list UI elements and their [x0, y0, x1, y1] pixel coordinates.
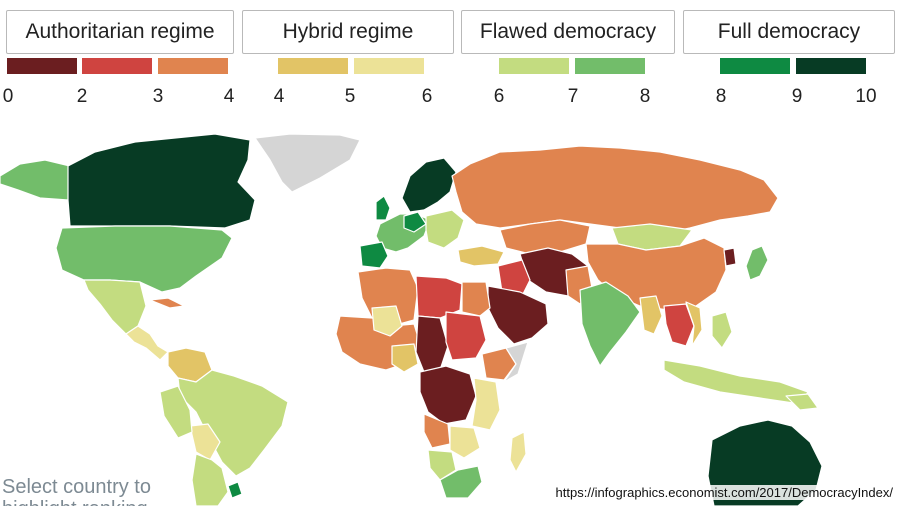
swatch-5-6 — [354, 58, 424, 74]
country-angola[interactable] — [423, 413, 451, 449]
tick-label: 3 — [152, 86, 164, 107]
country-brazil[interactable] — [177, 369, 289, 477]
country-north-korea[interactable] — [723, 247, 737, 267]
country-central-africa[interactable] — [419, 365, 477, 425]
flawed-democracy-button[interactable]: Flawed democracy — [461, 10, 675, 54]
map-hint-line-2: highlight ranking — [2, 498, 151, 506]
swatch-6-7 — [499, 58, 569, 74]
country-myanmar[interactable] — [639, 295, 663, 335]
tick-label: 8 — [715, 86, 727, 107]
country-mali[interactable] — [371, 305, 403, 337]
country-japan[interactable] — [745, 245, 769, 281]
tick-label: 0 — [2, 86, 14, 107]
hybrid-regime-button[interactable]: Hybrid regime — [242, 10, 454, 54]
country-libya[interactable] — [415, 275, 463, 319]
country-saudi-arabia[interactable] — [487, 285, 549, 345]
country-spain[interactable] — [359, 241, 389, 269]
country-chad[interactable] — [415, 315, 449, 373]
country-usa[interactable] — [55, 225, 233, 293]
country-png[interactable] — [785, 393, 819, 411]
country-egypt[interactable] — [461, 281, 491, 317]
country-somalia[interactable] — [503, 341, 529, 383]
country-peru[interactable] — [159, 385, 193, 439]
swatch-0-2 — [7, 58, 77, 74]
tick-label: 2 — [76, 86, 88, 107]
country-bolivia[interactable] — [189, 423, 221, 461]
swatch-2-3 — [82, 58, 152, 74]
country-indonesia[interactable] — [663, 359, 809, 405]
tick-label: 4 — [223, 86, 235, 107]
country-scandinavia[interactable] — [401, 157, 457, 213]
country-south-africa[interactable] — [439, 465, 483, 499]
country-india[interactable] — [579, 281, 641, 367]
swatch-8-9 — [720, 58, 790, 74]
source-url: https://infographics.economist.com/2017/… — [553, 485, 895, 500]
country-east-africa[interactable] — [471, 377, 501, 431]
swatch-7-8 — [575, 58, 645, 74]
tick-label: 10 — [855, 86, 877, 107]
swatch-9-10 — [796, 58, 866, 74]
tick-label: 6 — [421, 86, 433, 107]
country-sudan[interactable] — [445, 311, 487, 361]
tick-label: 7 — [567, 86, 579, 107]
swatch-3-4 — [158, 58, 228, 74]
country-central-america[interactable] — [125, 325, 169, 361]
country-philippines[interactable] — [711, 311, 733, 349]
world-map — [0, 133, 823, 506]
country-uruguay[interactable] — [227, 481, 243, 499]
country-russia[interactable] — [451, 145, 779, 235]
country-thailand[interactable] — [663, 303, 695, 347]
authoritarian-regime-button[interactable]: Authoritarian regime — [6, 10, 234, 54]
country-argentina[interactable] — [191, 453, 229, 506]
country-germany[interactable] — [403, 211, 427, 233]
tick-label: 9 — [791, 86, 803, 107]
country-zambia[interactable] — [449, 425, 481, 459]
tick-label: 6 — [493, 86, 505, 107]
country-canada[interactable] — [67, 133, 256, 229]
country-eastern-europe[interactable] — [425, 209, 465, 249]
tick-label: 4 — [273, 86, 285, 107]
country-vietnam[interactable] — [685, 301, 703, 347]
country-mexico[interactable] — [83, 279, 147, 335]
country-greenland[interactable] — [254, 133, 361, 193]
country-nigeria[interactable] — [391, 343, 419, 373]
legend: Authoritarian regime Hybrid regime Flawe… — [0, 0, 900, 120]
tick-label: 5 — [344, 86, 356, 107]
country-turkey[interactable] — [457, 245, 505, 267]
full-democracy-button[interactable]: Full democracy — [683, 10, 895, 54]
country-uk[interactable] — [375, 195, 391, 221]
tick-label: 8 — [639, 86, 651, 107]
country-madagascar[interactable] — [509, 431, 527, 473]
country-iraq[interactable] — [497, 259, 531, 297]
country-alaska[interactable] — [0, 159, 71, 201]
map-hint: Select country to highlight ranking — [2, 476, 151, 506]
map-hint-line-1: Select country to — [2, 476, 151, 498]
country-cuba[interactable] — [149, 297, 185, 309]
swatch-4-5 — [278, 58, 348, 74]
